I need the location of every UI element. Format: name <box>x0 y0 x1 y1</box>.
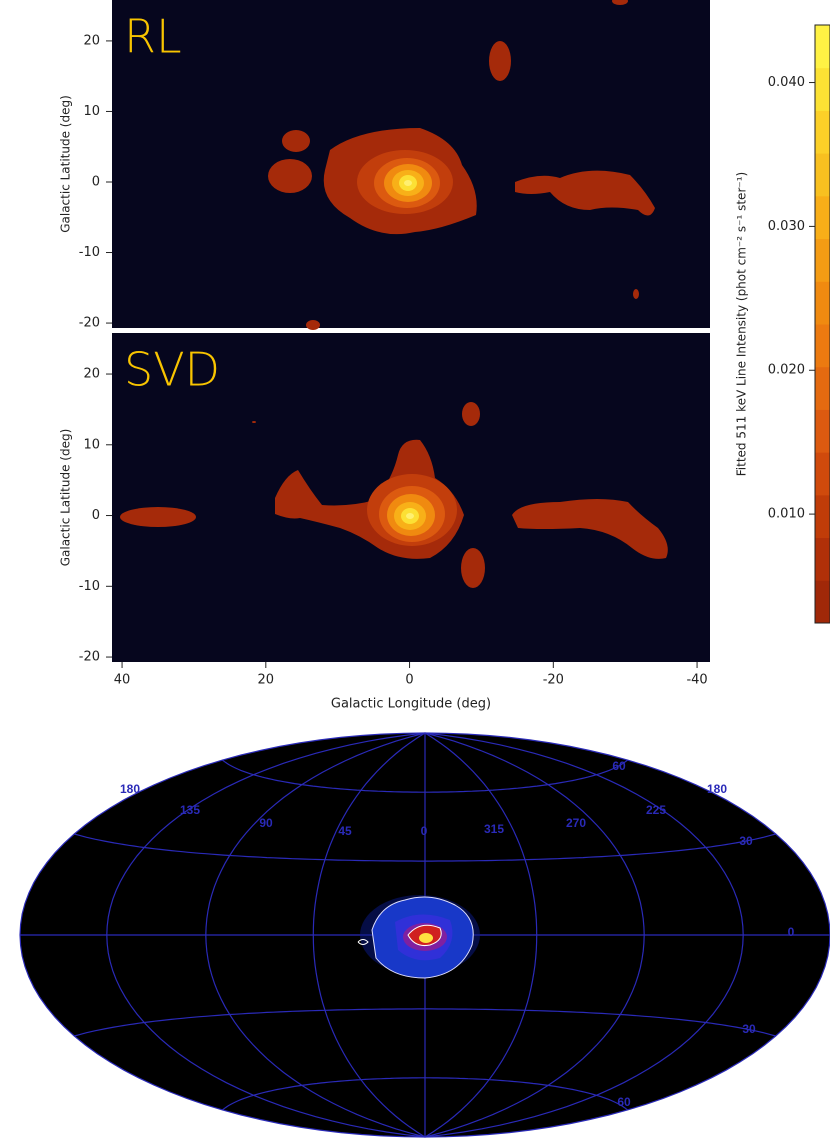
x-tick-label: -40 <box>686 673 707 688</box>
x-tick-label: 40 <box>114 673 131 688</box>
colorbar-band <box>815 25 830 69</box>
colorbar-tick-label: 0.010 <box>768 507 805 522</box>
emission-blob <box>357 895 480 979</box>
colorbar-band <box>815 110 830 154</box>
panel-label: SVD <box>124 343 220 397</box>
y-tick-label: 0 <box>92 174 100 189</box>
latitude-label: 0 <box>788 925 795 939</box>
colorbar-band <box>815 537 830 581</box>
longitude-label: 90 <box>259 816 273 830</box>
y-tick-label: -20 <box>79 316 100 331</box>
x-axis-label: Galactic Longitude (deg) <box>331 697 491 712</box>
colorbar-tick-label: 0.020 <box>768 363 805 378</box>
longitude-label: 45 <box>338 824 352 838</box>
colorbar-band <box>815 324 830 368</box>
contours-rl <box>268 0 655 330</box>
colorbar-band <box>815 238 830 282</box>
colorbar-label: Fitted 511 keV Line Intensity (phot cm⁻²… <box>735 172 749 476</box>
y-tick-label: -10 <box>79 245 100 260</box>
y-tick-label: 10 <box>83 104 100 119</box>
y-axis-label: Galactic Latitude (deg) <box>59 95 73 233</box>
colorbar-tick-label: 0.040 <box>768 75 805 90</box>
colorbar-band <box>815 195 830 240</box>
longitude-label: 135 <box>180 803 200 817</box>
longitude-label: 180 <box>120 782 140 796</box>
latitude-label: 60 <box>617 1095 631 1109</box>
y-tick-label: 10 <box>83 437 100 452</box>
x-tick-label: -20 <box>543 673 564 688</box>
longitude-label: 225 <box>646 803 666 817</box>
parallel <box>222 759 628 793</box>
y-tick-label: -10 <box>79 579 100 594</box>
latitude-label: 60 <box>612 759 626 773</box>
colorbar-band <box>815 580 830 624</box>
latitude-label: 30 <box>739 834 753 848</box>
parallel <box>222 1077 628 1111</box>
y-tick-label: -20 <box>79 650 100 665</box>
parallel <box>74 833 776 862</box>
y-tick-label: 20 <box>83 33 100 48</box>
colorbar-band <box>815 452 830 496</box>
colorbar-band <box>815 153 830 197</box>
colorbar-tick-label: 0.030 <box>768 219 805 234</box>
longitude-label: 315 <box>484 822 504 836</box>
colorbar-frame <box>814 24 830 624</box>
y-tick-label: 20 <box>83 367 100 382</box>
y-tick-label: 0 <box>92 508 100 523</box>
contours-svd <box>120 402 668 588</box>
colorbar-band <box>815 366 830 410</box>
panel-label: RL <box>124 10 182 64</box>
colorbar-band <box>815 67 830 111</box>
colorbar-band <box>815 494 830 539</box>
latitude-label: 30 <box>742 1022 756 1036</box>
colorbar-band <box>815 409 830 453</box>
y-axis-label: Galactic Latitude (deg) <box>59 429 73 567</box>
parallel <box>74 1008 776 1037</box>
x-tick-label: 0 <box>405 673 413 688</box>
longitude-label: 0 <box>421 824 428 838</box>
x-tick-label: 20 <box>258 673 275 688</box>
longitude-label: 270 <box>566 816 586 830</box>
colorbar-band <box>815 281 830 325</box>
longitude-label: 180 <box>707 782 727 796</box>
